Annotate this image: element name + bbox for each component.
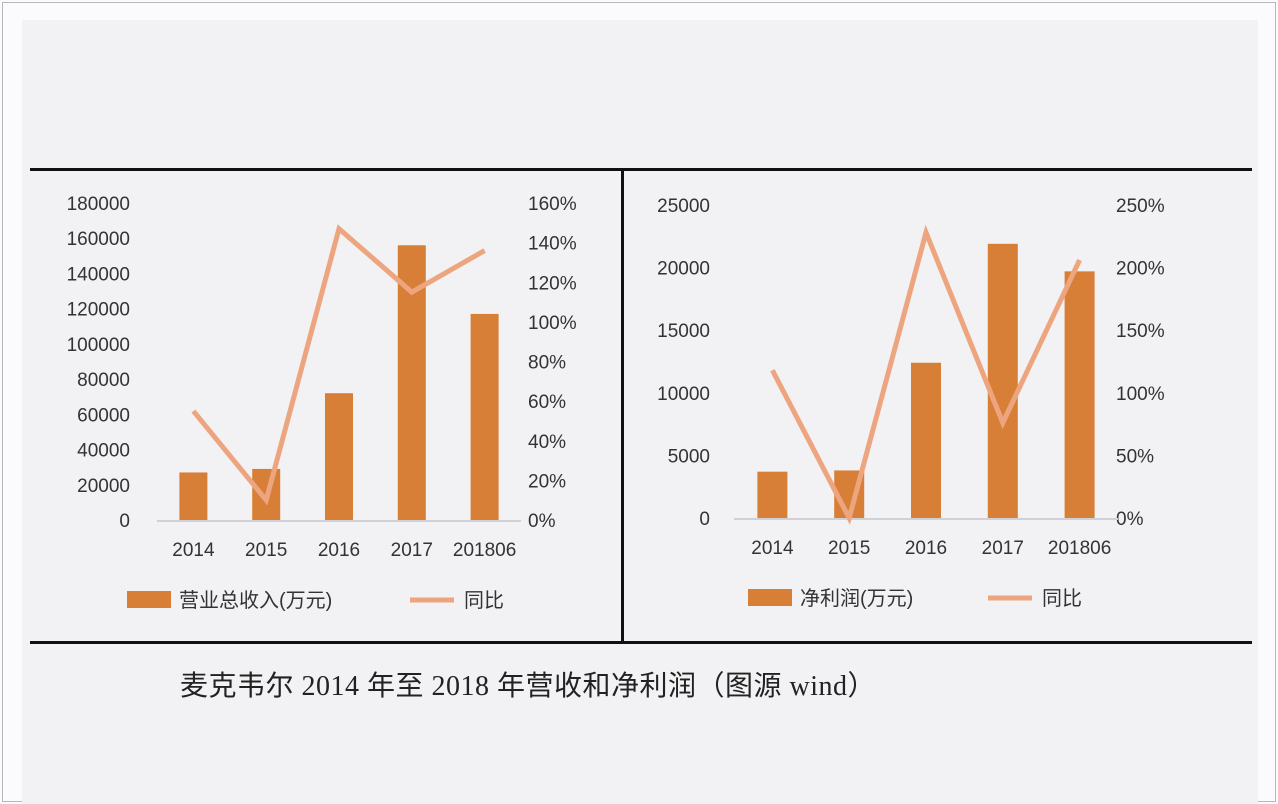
legend: 净利润(万元) 同比 — [748, 587, 1082, 610]
left-axis-tick: 140000 — [67, 264, 130, 285]
right-axis-tick: 0% — [1116, 509, 1144, 530]
right-axis-tick: 0% — [528, 511, 556, 532]
right-axis-tick: 100% — [528, 313, 577, 334]
right-axis-tick: 160% — [528, 194, 577, 215]
right-axis-tick: 120% — [528, 273, 577, 294]
left-axis-tick: 0 — [119, 511, 130, 532]
right-axis-tick: 200% — [1116, 259, 1165, 280]
x-axis-tick: 2014 — [172, 540, 215, 561]
right-axis-tick: 80% — [528, 353, 566, 374]
top-rule — [30, 168, 1252, 171]
left-axis-tick: 20000 — [77, 476, 130, 497]
left-axis-tick: 80000 — [77, 370, 130, 391]
left-axis-tick: 25000 — [657, 196, 710, 217]
revenue-chart: 0 20000 40000 60000 80000 100000 120000 140000 1… — [67, 194, 577, 612]
left-axis-tick: 0 — [699, 509, 710, 530]
x-axis-tick: 2015 — [245, 540, 287, 561]
left-axis-tick: 20000 — [657, 259, 710, 280]
right-axis-tick: 60% — [528, 392, 566, 413]
legend-bar-label: 营业总收入(万元) — [179, 589, 332, 612]
legend-bar-swatch — [127, 591, 171, 608]
left-axis-tick: 15000 — [657, 321, 710, 342]
right-axis-tick: 50% — [1116, 446, 1154, 467]
legend-line-label: 同比 — [1042, 587, 1082, 610]
bar-2016 — [325, 393, 353, 520]
right-axis-tick: 20% — [528, 471, 566, 492]
right-axis-tick: 250% — [1116, 196, 1165, 217]
net-profit-chart: 0 5000 10000 15000 20000 25000 0% 50% 100% 150% 20… — [657, 196, 1165, 610]
legend-bar-label: 净利润(万元) — [800, 587, 913, 610]
figure-caption: 麦克韦尔 2014 年至 2018 年营收和净利润（图源 wind） — [180, 671, 877, 702]
left-axis-tick: 5000 — [668, 446, 710, 467]
right-axis-tick: 140% — [528, 234, 577, 255]
yoy-line — [191, 224, 486, 506]
bottom-rule — [30, 641, 1252, 644]
bar-2014 — [179, 472, 208, 520]
x-axis-tick: 2016 — [318, 540, 360, 561]
left-axis-tick: 60000 — [77, 405, 130, 426]
left-axis-tick: 10000 — [657, 384, 710, 405]
content-panel — [22, 20, 1258, 804]
x-axis-tick: 2016 — [905, 538, 947, 559]
divider-rule — [621, 170, 624, 643]
x-axis-tick: 201806 — [1048, 538, 1111, 559]
x-axis-tick: 2014 — [751, 538, 794, 559]
bar-2016 — [911, 362, 941, 518]
left-axis-tick: 40000 — [77, 441, 130, 462]
bar-201806 — [1064, 271, 1095, 518]
legend-line-label: 同比 — [464, 589, 504, 612]
right-axis-tick: 150% — [1116, 321, 1165, 342]
x-axis-tick: 2015 — [828, 538, 870, 559]
right-axis-tick: 100% — [1116, 384, 1165, 405]
left-axis-tick: 100000 — [67, 335, 130, 356]
x-axis-tick: 201806 — [453, 540, 516, 561]
bar-2014 — [757, 471, 788, 518]
legend: 营业总收入(万元) 同比 — [127, 589, 504, 612]
left-axis-tick: 180000 — [67, 194, 130, 215]
bar-201806 — [470, 313, 499, 520]
left-axis-tick: 120000 — [67, 300, 130, 321]
yoy-line — [770, 224, 1082, 525]
x-axis-tick: 2017 — [982, 538, 1024, 559]
legend-bar-swatch — [748, 589, 792, 606]
right-axis-tick: 40% — [528, 432, 566, 453]
left-axis-tick: 160000 — [67, 229, 130, 250]
bar-2017 — [987, 243, 1018, 518]
x-axis-tick: 2017 — [391, 540, 433, 561]
